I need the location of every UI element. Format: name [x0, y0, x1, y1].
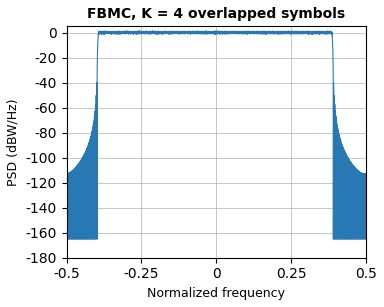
Title: FBMC, K = 4 overlapped symbols: FBMC, K = 4 overlapped symbols	[87, 7, 346, 21]
Y-axis label: PSD (dBW/Hz): PSD (dBW/Hz)	[7, 98, 20, 186]
X-axis label: Normalized frequency: Normalized frequency	[147, 287, 285, 300]
